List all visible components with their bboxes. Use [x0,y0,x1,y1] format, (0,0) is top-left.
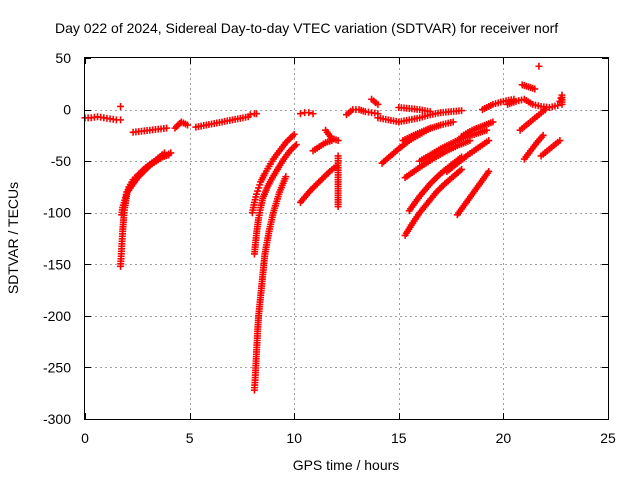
plot-frame [84,57,609,420]
y-tick-label: 50 [55,50,71,66]
data-points [81,62,566,394]
x-axis-title: GPS time / hours [293,457,400,473]
series-arc-26 [399,118,457,145]
series-arc-17 [322,126,342,145]
series-arc-34 [535,62,543,70]
data-point [554,101,562,109]
x-tick-labels: 0 5 10 15 20 25 [81,430,616,446]
series-arc-04 [125,149,168,194]
series-arc-23 [401,165,466,239]
data-point [458,107,466,115]
data-point [163,124,171,132]
data-point [282,173,290,181]
data-point [167,149,175,157]
data-point [305,109,313,117]
series-arc-14 [296,162,340,206]
data-point [489,118,497,126]
y-tick-label: -150 [43,256,71,272]
data-point [290,130,298,138]
series-arc-01 [81,113,125,124]
y-tick-labels: 50 0 -50 -100 -150 -200 -250 -300 [43,50,71,427]
series-arc-32 [504,95,562,112]
data-point [426,108,434,116]
data-point [246,111,254,119]
data-point [334,137,342,145]
data-point [253,110,261,118]
series-arc-05 [117,102,125,110]
series-arc-21 [395,104,434,116]
x-tick-label: 25 [600,430,616,446]
series-arc-37 [537,137,564,160]
x-tick-label: 0 [81,430,89,446]
series-arc-19 [368,95,382,108]
data-point [535,62,543,70]
series-arc-38 [556,91,566,108]
x-tick-label: 20 [496,430,512,446]
series-arc-35 [516,106,549,134]
data-point [458,165,466,173]
series-arc-25 [401,137,474,182]
data-point [296,110,304,118]
y-tick-label: -200 [43,308,71,324]
series-arc-36 [520,131,547,163]
series-arc-08 [192,113,252,131]
data-point [531,85,539,93]
y-tick-label: -50 [51,153,71,169]
series-arc-30 [458,118,497,140]
grid [85,58,608,419]
series-arc-18 [343,106,382,119]
data-point [539,131,547,139]
series-arc-10 [248,130,298,217]
data-point [309,110,317,118]
data-point [184,121,192,129]
y-tick-label: 0 [63,102,71,118]
data-point [541,106,549,114]
data-point [117,102,125,110]
y-tick-label: -300 [43,411,71,427]
data-point [160,149,168,157]
data-point [558,100,566,108]
data-point [292,141,300,149]
series-arc-09 [246,110,261,119]
series-arc-16 [334,152,342,211]
y-tick-label: -250 [43,359,71,375]
series-arc-20 [374,107,466,126]
data-point [556,137,564,145]
data-point [485,167,493,175]
series-arc-29 [453,167,493,219]
data-point [374,100,382,108]
x-tick-label: 5 [186,430,194,446]
data-point [485,137,493,145]
series-arc-07 [171,118,192,132]
series-arc-06 [129,124,171,136]
series-arc-12 [250,173,290,394]
data-point [449,118,457,126]
axis-ticks [85,58,609,420]
x-tick-label: 10 [286,430,302,446]
y-axis-title: SDTVAR / TECUs [5,182,21,294]
data-point [117,116,125,124]
series-arc-13 [296,109,317,118]
series-arc-28 [443,137,493,175]
x-tick-label: 15 [391,430,407,446]
chart-title: Day 022 of 2024, Sidereal Day-to-day VTE… [55,20,558,36]
data-point [334,203,342,211]
y-tick-label: -100 [43,205,71,221]
series-arc-11 [250,141,300,258]
series-arc-33 [518,81,539,93]
